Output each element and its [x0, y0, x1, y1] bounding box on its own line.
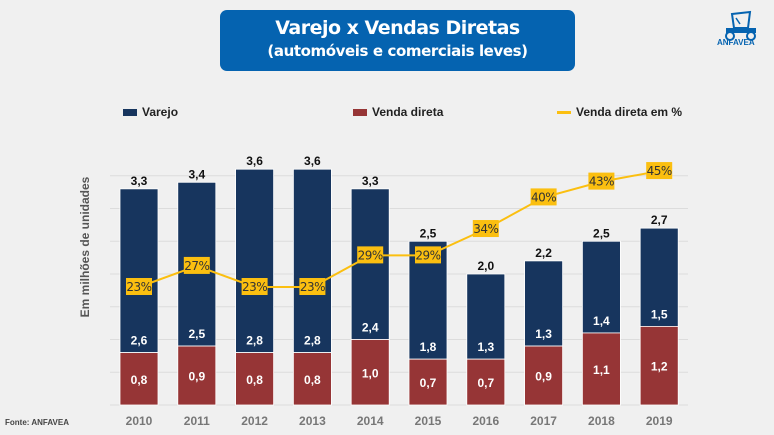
percent-label: 45%: [647, 164, 672, 178]
x-tick-label: 2014: [357, 414, 384, 428]
legend-varejo: Varejo: [123, 105, 178, 119]
x-tick-label: 2016: [472, 414, 499, 428]
total-label: 3,6: [304, 154, 321, 168]
varejo-label: 1,5: [651, 307, 668, 321]
legend-percent: Venda direta em %: [557, 105, 682, 119]
total-label: 2,5: [420, 226, 437, 240]
bar-varejo: [350, 188, 390, 340]
venda-direta-label: 0,9: [188, 370, 205, 384]
legend-label: Venda direta: [372, 105, 444, 119]
total-label: 3,3: [131, 174, 148, 188]
percent-label-box: [472, 220, 499, 238]
percent-label-box: [299, 278, 326, 295]
bar-varejo: [524, 260, 563, 347]
venda-direta-label: 1,2: [651, 360, 668, 374]
venda-direta-label: 0,8: [304, 373, 321, 387]
x-tick-label: 2013: [299, 414, 326, 428]
percent-label: 29%: [358, 248, 383, 262]
percent-label-box: [241, 278, 268, 295]
legend-swatch: [123, 108, 137, 116]
percent-label: 34%: [473, 222, 498, 236]
percent-label-box: [588, 172, 615, 190]
percent-label-box: [415, 246, 441, 264]
legend-swatch: [353, 108, 367, 116]
x-tick-label: 2011: [184, 414, 210, 428]
total-label: 3,6: [246, 154, 263, 168]
total-label: 3,3: [362, 174, 379, 188]
varejo-label: 1,4: [593, 314, 610, 328]
logo-text: ANFAVEA: [717, 38, 755, 47]
percent-label-box: [530, 188, 557, 206]
bar-venda-direta: [582, 332, 621, 406]
bar-varejo: [292, 168, 332, 353]
percent-label-box: [183, 256, 210, 274]
legend-label: Varejo: [142, 105, 179, 119]
chart-subtitle: (automóveis e comerciais leves): [267, 42, 528, 60]
x-tick-label: 2019: [646, 414, 673, 428]
x-tick-label: 2012: [241, 414, 268, 428]
percent-label: 23%: [242, 280, 267, 294]
percent-label: 27%: [184, 259, 209, 273]
x-tick-label: 2018: [588, 414, 615, 428]
venda-direta-label: 1,0: [362, 366, 379, 380]
anfavea-logo-icon: [725, 10, 756, 41]
varejo-label: 2,8: [304, 334, 321, 348]
total-label: 2,0: [477, 259, 494, 273]
percent-label: 23%: [126, 280, 151, 294]
bar-venda-direta: [466, 358, 506, 406]
legend-venda-direta: Venda direta: [353, 105, 443, 119]
total-label: 2,5: [593, 226, 610, 240]
varejo-label: 1,3: [477, 340, 494, 354]
venda-direta-label: 0,7: [477, 376, 494, 390]
percent-label: 23%: [300, 280, 325, 294]
title-banner: Varejo x Vendas Diretas (automóveis e co…: [220, 10, 575, 71]
venda-direta-label: 0,7: [420, 376, 437, 390]
percent-label-box: [646, 162, 673, 180]
venda-direta-label: 1,1: [593, 363, 610, 377]
source-note: Fonte: ANFAVEA: [5, 418, 69, 427]
total-label: 2,7: [651, 213, 668, 227]
varejo-label: 1,3: [535, 327, 552, 341]
venda-direta-label: 0,8: [131, 373, 148, 387]
venda-direta-label: 0,8: [246, 373, 263, 387]
percent-label-box: [357, 246, 384, 264]
x-tick-label: 2015: [415, 414, 442, 428]
bar-venda-direta: [408, 358, 448, 406]
percent-label-box: [126, 278, 152, 295]
bar-varejo: [235, 168, 275, 353]
bar-venda-direta: [177, 345, 217, 406]
bar-venda-direta: [350, 339, 390, 406]
chart-title: Varejo x Vendas Diretas: [275, 17, 520, 39]
bar-venda-direta: [639, 325, 679, 406]
percent-line: [138, 170, 660, 288]
bar-varejo: [466, 273, 506, 360]
percent-label: 43%: [589, 175, 614, 189]
bar-varejo: [582, 240, 621, 334]
legend-label: Venda direta em %: [576, 105, 683, 119]
varejo-label: 2,6: [131, 334, 148, 348]
varejo-label: 2,8: [246, 334, 263, 348]
varejo-label: 2,4: [362, 321, 379, 335]
bar-venda-direta: [292, 352, 332, 406]
percent-label: 29%: [415, 248, 440, 262]
bar-venda-direta: [524, 345, 563, 406]
bar-varejo: [119, 188, 159, 354]
legend-swatch: [557, 110, 571, 114]
total-label: 3,4: [188, 167, 205, 181]
varejo-label: 1,8: [420, 340, 437, 354]
bar-venda-direta: [119, 352, 159, 406]
bar-venda-direta: [235, 352, 275, 406]
x-tick-label: 2017: [530, 414, 557, 428]
bar-varejo: [639, 227, 679, 327]
x-tick-label: 2010: [126, 414, 153, 428]
venda-direta-label: 0,9: [535, 370, 552, 384]
total-label: 2,2: [535, 246, 552, 260]
varejo-label: 2,5: [188, 327, 205, 341]
percent-label: 40%: [531, 190, 556, 204]
